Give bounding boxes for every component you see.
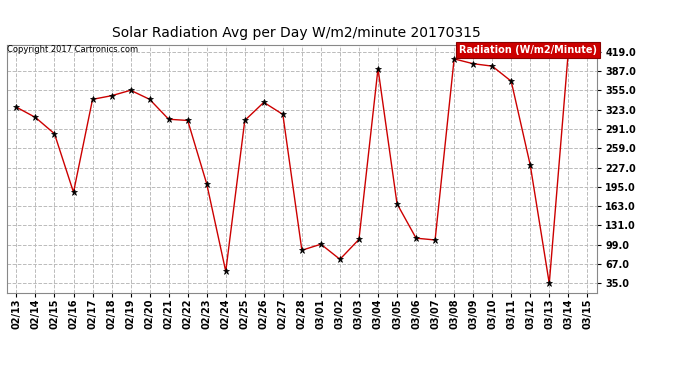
Text: Copyright 2017 Cartronics.com: Copyright 2017 Cartronics.com	[7, 45, 138, 54]
Text: Radiation (W/m2/Minute): Radiation (W/m2/Minute)	[459, 45, 597, 55]
Text: Solar Radiation Avg per Day W/m2/minute 20170315: Solar Radiation Avg per Day W/m2/minute …	[112, 26, 481, 40]
